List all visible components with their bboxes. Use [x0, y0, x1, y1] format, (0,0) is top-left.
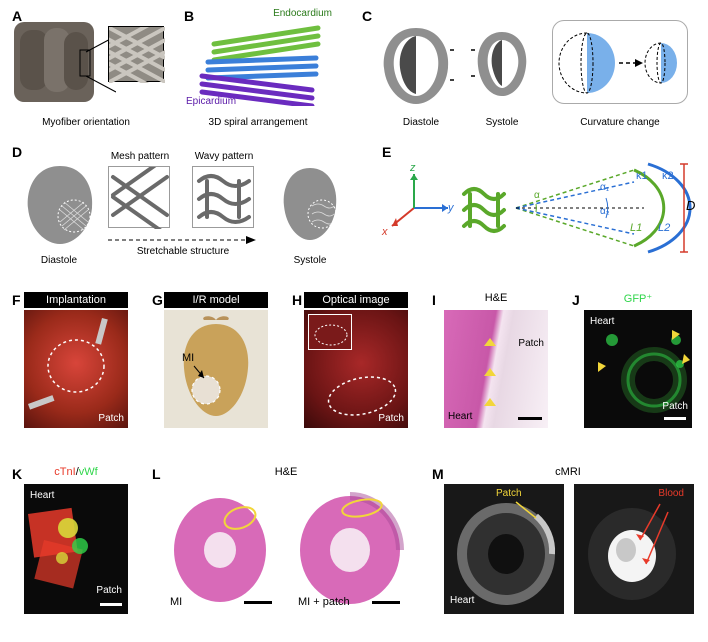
panel-d-wavy-label: Wavy pattern: [189, 151, 259, 162]
panel-d-mesh-box: Mesh pattern: [108, 166, 170, 228]
panel-d: D Diastole Mesh pattern Wavy pattern: [6, 140, 362, 270]
panel-g-mi-label: MI: [182, 352, 194, 364]
panel-f-letter: F: [12, 292, 21, 308]
panel-a: A Myofiber orientation: [6, 4, 166, 134]
panel-c-heart-diastole: [378, 20, 456, 108]
panel-b-epi-label: Epicardium: [186, 96, 236, 107]
panel-f: F Implantation Patch: [6, 288, 138, 446]
panel-i-title: H&E: [444, 292, 548, 304]
panel-m-title: cMRI: [444, 466, 692, 478]
panel-d-diastole-label: Diastole: [24, 255, 94, 266]
panel-l-scalebar1: [244, 601, 272, 604]
panel-f-title: Implantation: [24, 292, 128, 308]
panel-b-endo-label: Endocardium: [273, 8, 332, 19]
panel-e-alpha2: α₂: [600, 206, 610, 217]
panel-j-letter: J: [572, 292, 580, 308]
panel-f-patch-label: Patch: [98, 413, 124, 424]
panel-b-caption: 3D spiral arrangement: [178, 117, 338, 128]
panel-b: B Endocardium Epica: [178, 4, 338, 134]
panel-c-letter: C: [362, 8, 372, 24]
panel-l-letter: L: [152, 466, 161, 482]
panel-e-diagram: [384, 150, 700, 266]
panel-g-letter: G: [152, 292, 163, 308]
panel-l-scalebar2: [372, 601, 400, 604]
panel-c-heart-systole: [470, 26, 536, 104]
panel-k-letter: K: [12, 466, 22, 482]
panel-l-mi-image: MI: [164, 484, 280, 614]
panel-k-title1: cTnI: [54, 466, 75, 478]
panel-j-heart-label: Heart: [590, 316, 614, 327]
panel-i-image: Patch Heart: [444, 310, 548, 428]
panel-c-curvature-box: [552, 20, 688, 104]
panel-l: L H&E MI MI + patch: [146, 462, 418, 634]
panel-l-mipatch-image: MI + patch: [292, 484, 408, 614]
panel-j-scalebar: [664, 417, 686, 420]
panel-g-image: MI: [164, 310, 268, 428]
panel-k-scalebar: [100, 603, 122, 606]
panel-l-title: H&E: [164, 466, 408, 478]
panel-a-fiber-inset: [108, 26, 164, 82]
panel-d-wavy-box: Wavy pattern: [192, 166, 254, 228]
panel-e-z-label: z: [410, 162, 416, 174]
panel-d-heart-diastole: [20, 158, 100, 248]
panel-e-letter: E: [382, 144, 391, 160]
panel-d-heart-systole: [274, 162, 346, 244]
panel-m-letter: M: [432, 466, 444, 482]
panel-e-x-label: x: [382, 226, 388, 238]
panel-i-heart-label: Heart: [448, 411, 472, 422]
panel-j-title: GFP⁺: [584, 292, 692, 305]
panel-m-left-image: Patch Heart: [444, 484, 564, 614]
panel-d-letter: D: [12, 144, 22, 160]
panel-b-spiral: [196, 22, 326, 106]
panel-k-patch-label: Patch: [96, 585, 122, 596]
panel-h-image: Patch: [304, 310, 408, 428]
panel-c-curv-label: Curvature change: [552, 117, 688, 128]
panel-i-letter: I: [432, 292, 436, 308]
panel-b-letter: B: [184, 8, 194, 24]
panel-j-image: Heart Patch: [584, 310, 692, 428]
panel-j-patch-label: Patch: [662, 401, 688, 412]
panel-g-title: I/R model: [164, 292, 268, 308]
panel-i-scalebar: [518, 417, 542, 420]
panel-e-L1: L1: [630, 222, 642, 234]
panel-m-right-image: Blood: [574, 484, 694, 614]
panel-k-image: Heart Patch: [24, 484, 128, 614]
panel-k-title: cTnI/vWf: [24, 466, 128, 478]
panel-e-alpha: α: [534, 190, 540, 201]
panel-m: M cMRI Patch Heart Blood: [426, 462, 702, 634]
panel-h-patch-label: Patch: [378, 413, 404, 424]
panel-a-caption: Myofiber orientation: [6, 117, 166, 128]
panel-e-y-label: y: [448, 202, 454, 214]
panel-l-mi-label: MI: [170, 596, 182, 608]
panel-c: C Diastole Systole Curvature c: [356, 4, 702, 134]
panel-e: E: [376, 140, 702, 270]
panel-c-systole-label: Systole: [472, 117, 532, 128]
panel-c-diastole-label: Diastole: [386, 117, 456, 128]
panel-e-D: D: [686, 198, 695, 213]
panel-h-inset: [308, 314, 352, 350]
panel-a-letter: A: [12, 8, 22, 24]
panel-l-mipatch-label: MI + patch: [298, 596, 350, 608]
panel-i-patch-label: Patch: [518, 338, 544, 349]
panel-j: J GFP⁺ Heart Patch: [566, 288, 702, 446]
panel-e-k1: κ1: [636, 170, 648, 182]
panel-k-title2: vWf: [79, 466, 98, 478]
panel-m-heart-label: Heart: [450, 595, 474, 606]
panel-d-stretch-label: Stretchable structure: [118, 246, 248, 257]
panel-e-L2: L2: [658, 222, 670, 234]
panel-d-mesh-label: Mesh pattern: [105, 151, 175, 162]
panel-i: I H&E Patch Heart: [426, 288, 558, 446]
panel-m-patch-label: Patch: [496, 488, 522, 499]
panel-f-image: Patch: [24, 310, 128, 428]
panel-g: G I/R model MI: [146, 288, 278, 446]
panel-h-letter: H: [292, 292, 302, 308]
panel-e-k2: κ2: [662, 170, 674, 182]
panel-e-alpha1: α₁: [600, 182, 609, 193]
panel-m-blood-label: Blood: [658, 488, 684, 499]
panel-h: H Optical image Patch: [286, 288, 418, 446]
panel-h-title: Optical image: [304, 292, 408, 308]
panel-k: K cTnI/vWf Heart Patch: [6, 462, 138, 634]
panel-k-heart-label: Heart: [30, 490, 54, 501]
panel-d-systole-label: Systole: [278, 255, 342, 266]
